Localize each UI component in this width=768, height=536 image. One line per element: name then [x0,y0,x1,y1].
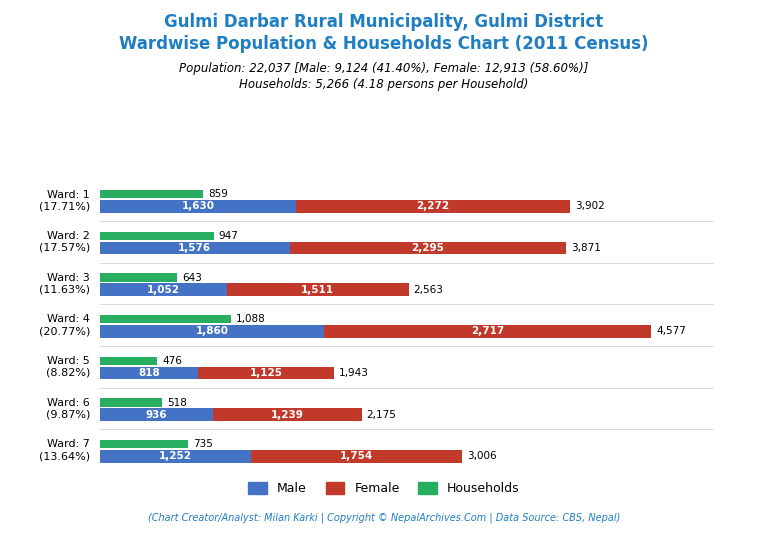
Text: 3,871: 3,871 [571,243,601,253]
Text: 2,717: 2,717 [471,326,505,336]
Text: 1,252: 1,252 [159,451,192,461]
Bar [100,190,204,198]
Text: 1,125: 1,125 [250,368,283,378]
Text: 3,902: 3,902 [574,202,604,211]
Text: 947: 947 [219,231,239,241]
Text: 936: 936 [145,410,167,420]
Text: 518: 518 [167,398,187,407]
Bar [100,367,198,379]
Text: 1,052: 1,052 [147,285,180,295]
Text: 1,943: 1,943 [339,368,369,378]
Text: Households: 5,266 (4.18 persons per Household): Households: 5,266 (4.18 persons per Hous… [240,78,528,91]
Bar [324,325,651,338]
Bar [100,440,188,449]
Text: (Chart Creator/Analyst: Milan Karki | Copyright © NepalArchives.Com | Data Sourc: (Chart Creator/Analyst: Milan Karki | Co… [147,512,621,523]
Text: Population: 22,037 [Male: 9,124 (41.40%), Female: 12,913 (58.60%)]: Population: 22,037 [Male: 9,124 (41.40%)… [179,62,589,75]
Bar [100,232,214,240]
Text: 643: 643 [182,273,202,282]
Bar [296,200,570,213]
Text: 1,511: 1,511 [301,285,334,295]
Text: 2,272: 2,272 [416,202,449,211]
Text: 735: 735 [194,439,213,449]
Text: 1,088: 1,088 [236,314,266,324]
Bar [100,284,227,296]
Text: 1,754: 1,754 [339,451,373,461]
Text: 3,006: 3,006 [467,451,496,461]
Text: Wardwise Population & Households Chart (2011 Census): Wardwise Population & Households Chart (… [119,35,649,53]
Text: 1,576: 1,576 [178,243,211,253]
Bar [100,242,290,254]
Bar [227,284,409,296]
Text: 859: 859 [208,189,228,199]
Text: 4,577: 4,577 [656,326,686,336]
Bar [100,398,162,407]
Text: 2,175: 2,175 [366,410,396,420]
Bar [100,408,213,421]
Text: 1,860: 1,860 [195,326,228,336]
Bar [100,273,177,282]
Bar [100,200,296,213]
Text: 1,630: 1,630 [181,202,214,211]
Legend: Male, Female, Households: Male, Female, Households [243,477,525,500]
Text: 1,239: 1,239 [271,410,303,420]
Bar [250,450,462,463]
Bar [100,315,231,323]
Text: Gulmi Darbar Rural Municipality, Gulmi District: Gulmi Darbar Rural Municipality, Gulmi D… [164,13,604,32]
Bar [100,357,157,365]
Bar [290,242,566,254]
Text: 2,295: 2,295 [412,243,445,253]
Text: 818: 818 [138,368,160,378]
Bar [100,450,250,463]
Text: 2,563: 2,563 [413,285,443,295]
Bar [213,408,362,421]
Bar [100,325,324,338]
Bar [198,367,334,379]
Text: 476: 476 [162,356,182,366]
